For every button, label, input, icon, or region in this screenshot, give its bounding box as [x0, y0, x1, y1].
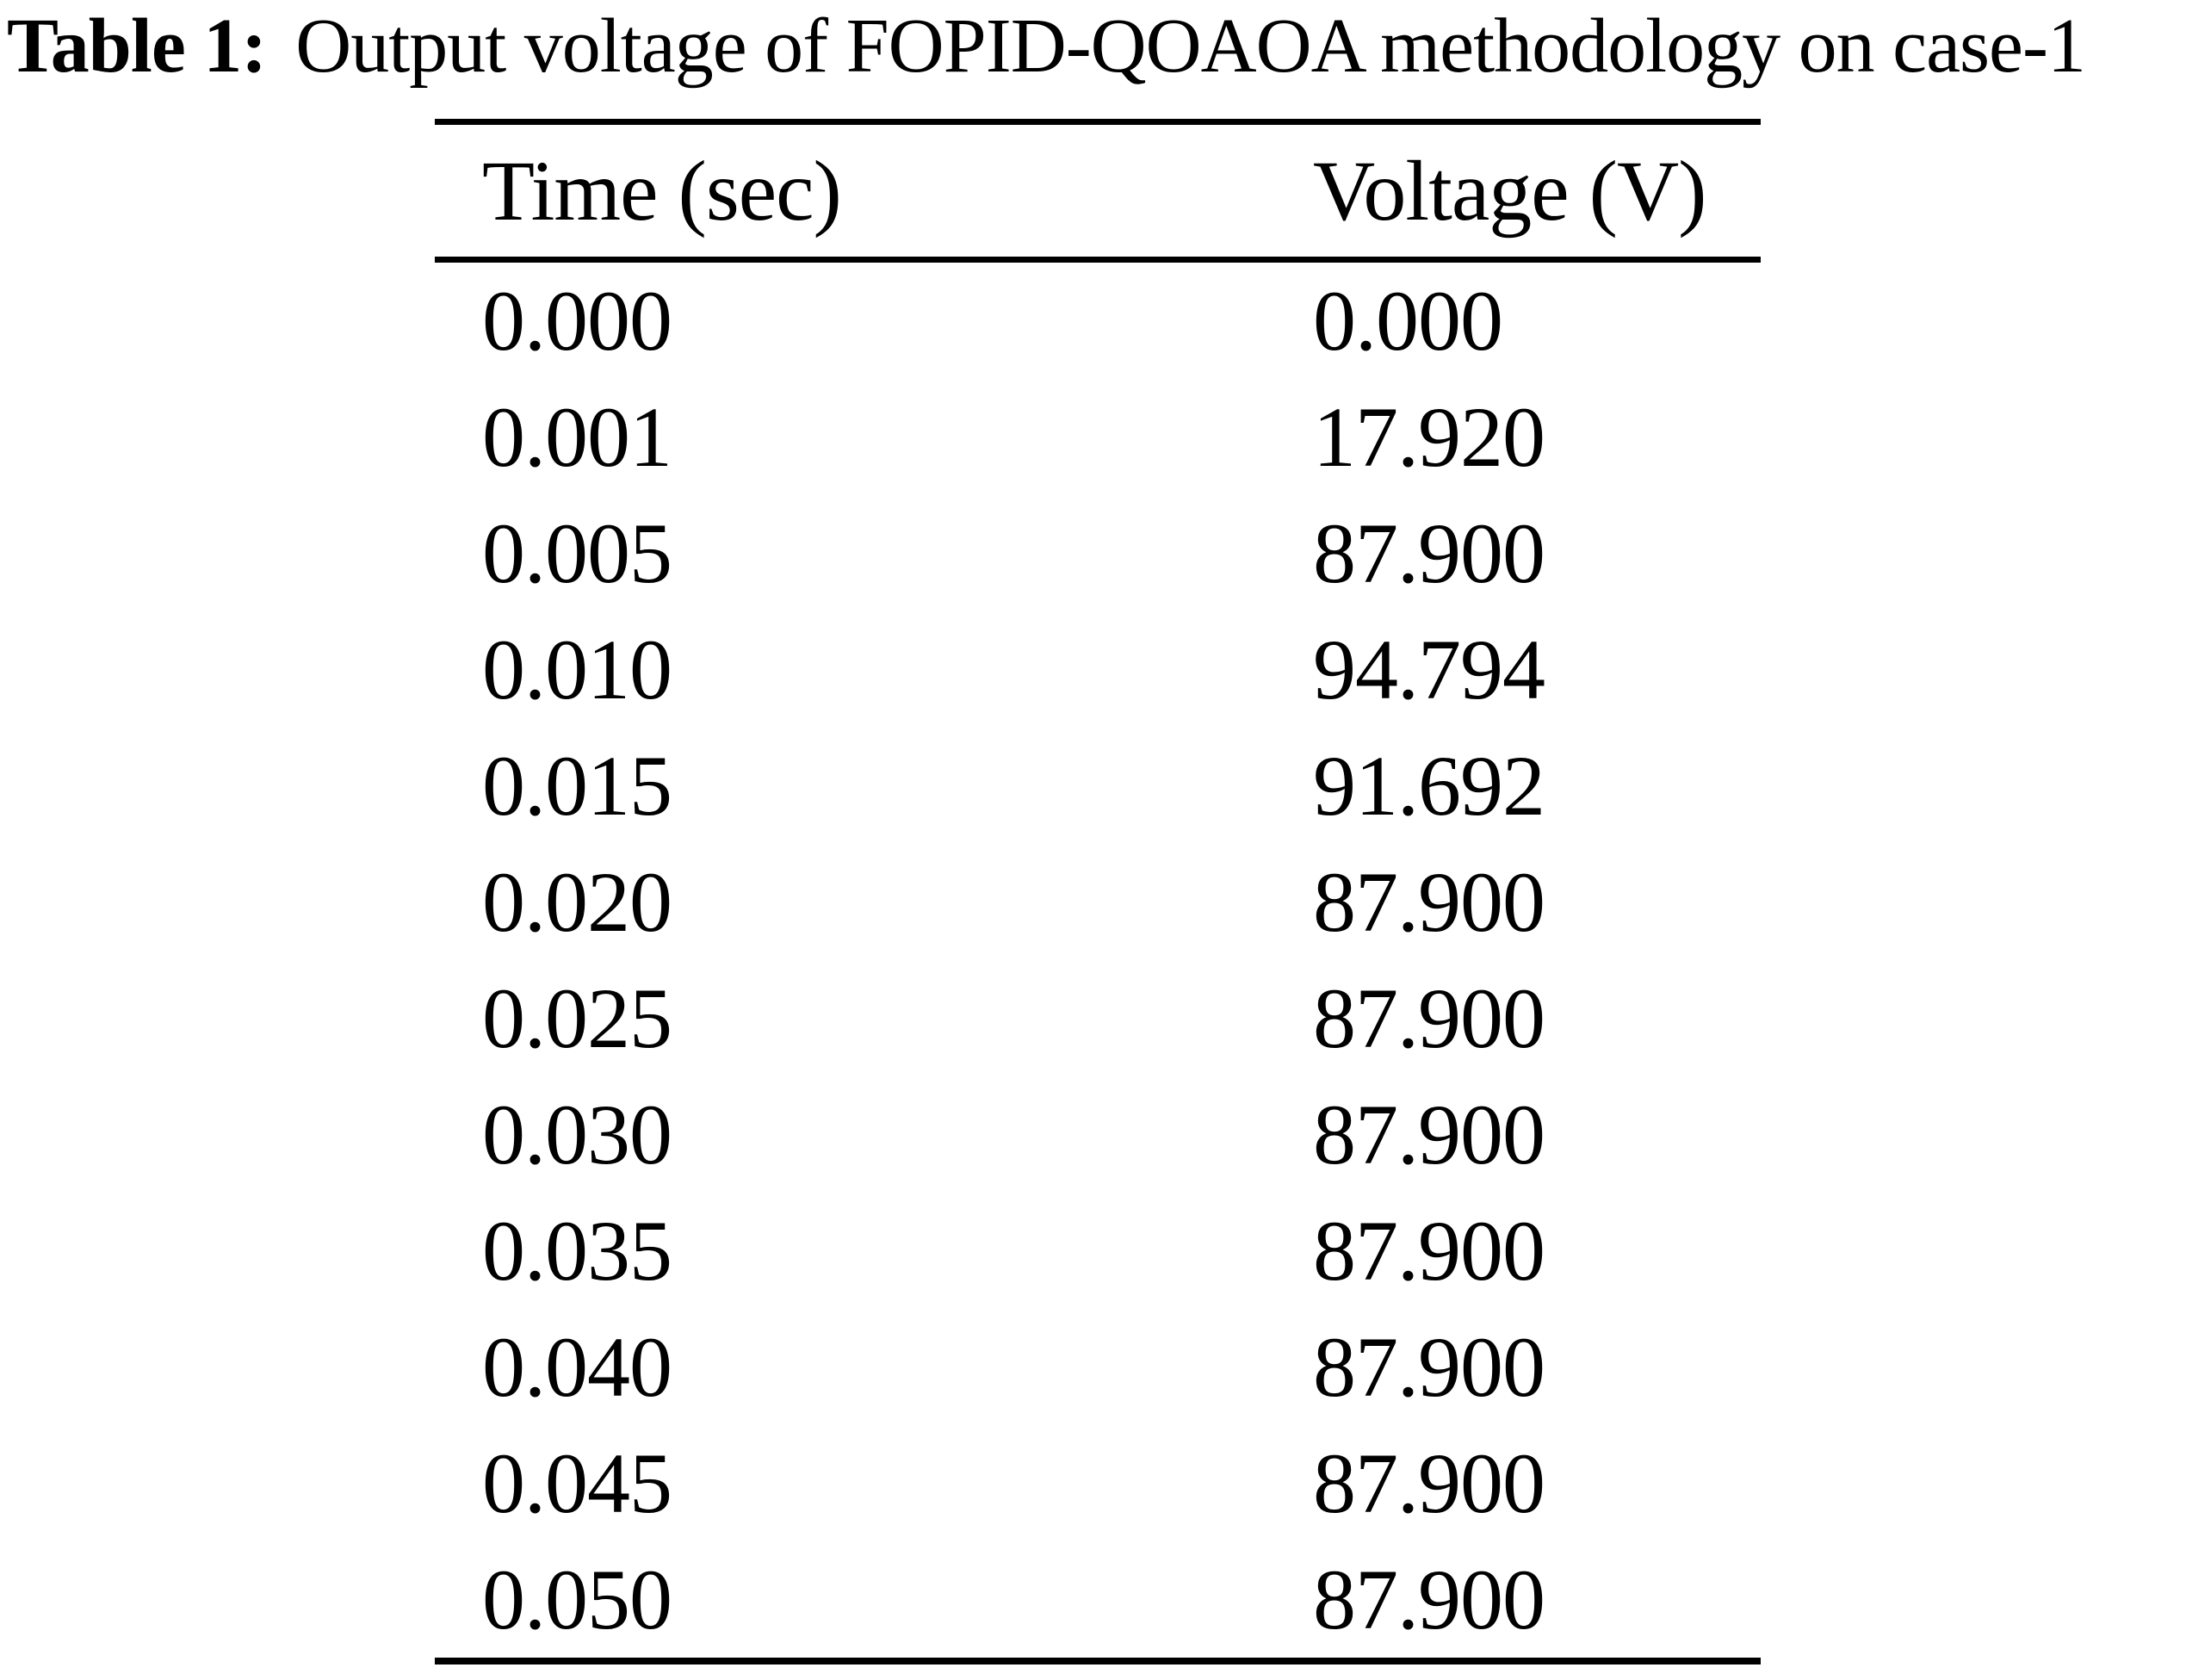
table-row: 0.050 87.900	[435, 1541, 1761, 1658]
data-table: Time (sec) Voltage (V) 0.000 0.000 0.001…	[435, 119, 1761, 1665]
table-header-row: Time (sec) Voltage (V)	[435, 125, 1761, 257]
table-caption-text: Output voltage of FOPID-QOAOA methodolog…	[295, 3, 2086, 89]
table-row: 0.010 94.794	[435, 611, 1761, 728]
time-cell: 0.025	[482, 970, 672, 1066]
voltage-cell: 87.900	[1313, 970, 1545, 1066]
time-cell: 0.000	[482, 273, 672, 369]
time-cell: 0.040	[482, 1319, 672, 1415]
table-bottom-rule	[435, 1658, 1761, 1665]
table-row: 0.015 91.692	[435, 728, 1761, 844]
time-cell: 0.035	[482, 1203, 672, 1299]
time-cell: 0.045	[482, 1435, 672, 1531]
voltage-cell: 87.900	[1313, 1203, 1545, 1299]
voltage-cell: 17.920	[1313, 389, 1545, 485]
table-row: 0.025 87.900	[435, 960, 1761, 1076]
table-caption: Table 1: Output voltage of FOPID-QOAOA me…	[7, 0, 2086, 93]
voltage-cell: 87.900	[1313, 1319, 1545, 1415]
table-row: 0.005 87.900	[435, 495, 1761, 611]
time-cell: 0.010	[482, 622, 672, 717]
table-row: 0.040 87.900	[435, 1309, 1761, 1425]
time-cell: 0.020	[482, 854, 672, 950]
table-row: 0.045 87.900	[435, 1425, 1761, 1541]
table-row: 0.020 87.900	[435, 844, 1761, 960]
table-caption-label: Table 1:	[7, 3, 267, 89]
voltage-cell: 87.900	[1313, 854, 1545, 950]
table-body: 0.000 0.000 0.001 17.920 0.005 87.900 0.…	[435, 263, 1761, 1658]
column-header-voltage: Voltage (V)	[1313, 143, 1706, 239]
table-row: 0.035 87.900	[435, 1193, 1761, 1309]
table-header-rule	[435, 257, 1761, 263]
voltage-cell: 87.900	[1313, 1552, 1545, 1647]
column-header-time: Time (sec)	[482, 143, 842, 239]
voltage-cell: 87.900	[1313, 505, 1545, 601]
time-cell: 0.030	[482, 1087, 672, 1182]
time-cell: 0.050	[482, 1552, 672, 1647]
table-row: 0.030 87.900	[435, 1076, 1761, 1193]
voltage-cell: 94.794	[1313, 622, 1545, 717]
table-row: 0.000 0.000	[435, 263, 1761, 379]
time-cell: 0.005	[482, 505, 672, 601]
table-top-rule	[435, 119, 1761, 125]
voltage-cell: 91.692	[1313, 738, 1545, 834]
time-cell: 0.001	[482, 389, 672, 485]
voltage-cell: 0.000	[1313, 273, 1503, 369]
voltage-cell: 87.900	[1313, 1435, 1545, 1531]
table-row: 0.001 17.920	[435, 379, 1761, 495]
time-cell: 0.015	[482, 738, 672, 834]
voltage-cell: 87.900	[1313, 1087, 1545, 1182]
